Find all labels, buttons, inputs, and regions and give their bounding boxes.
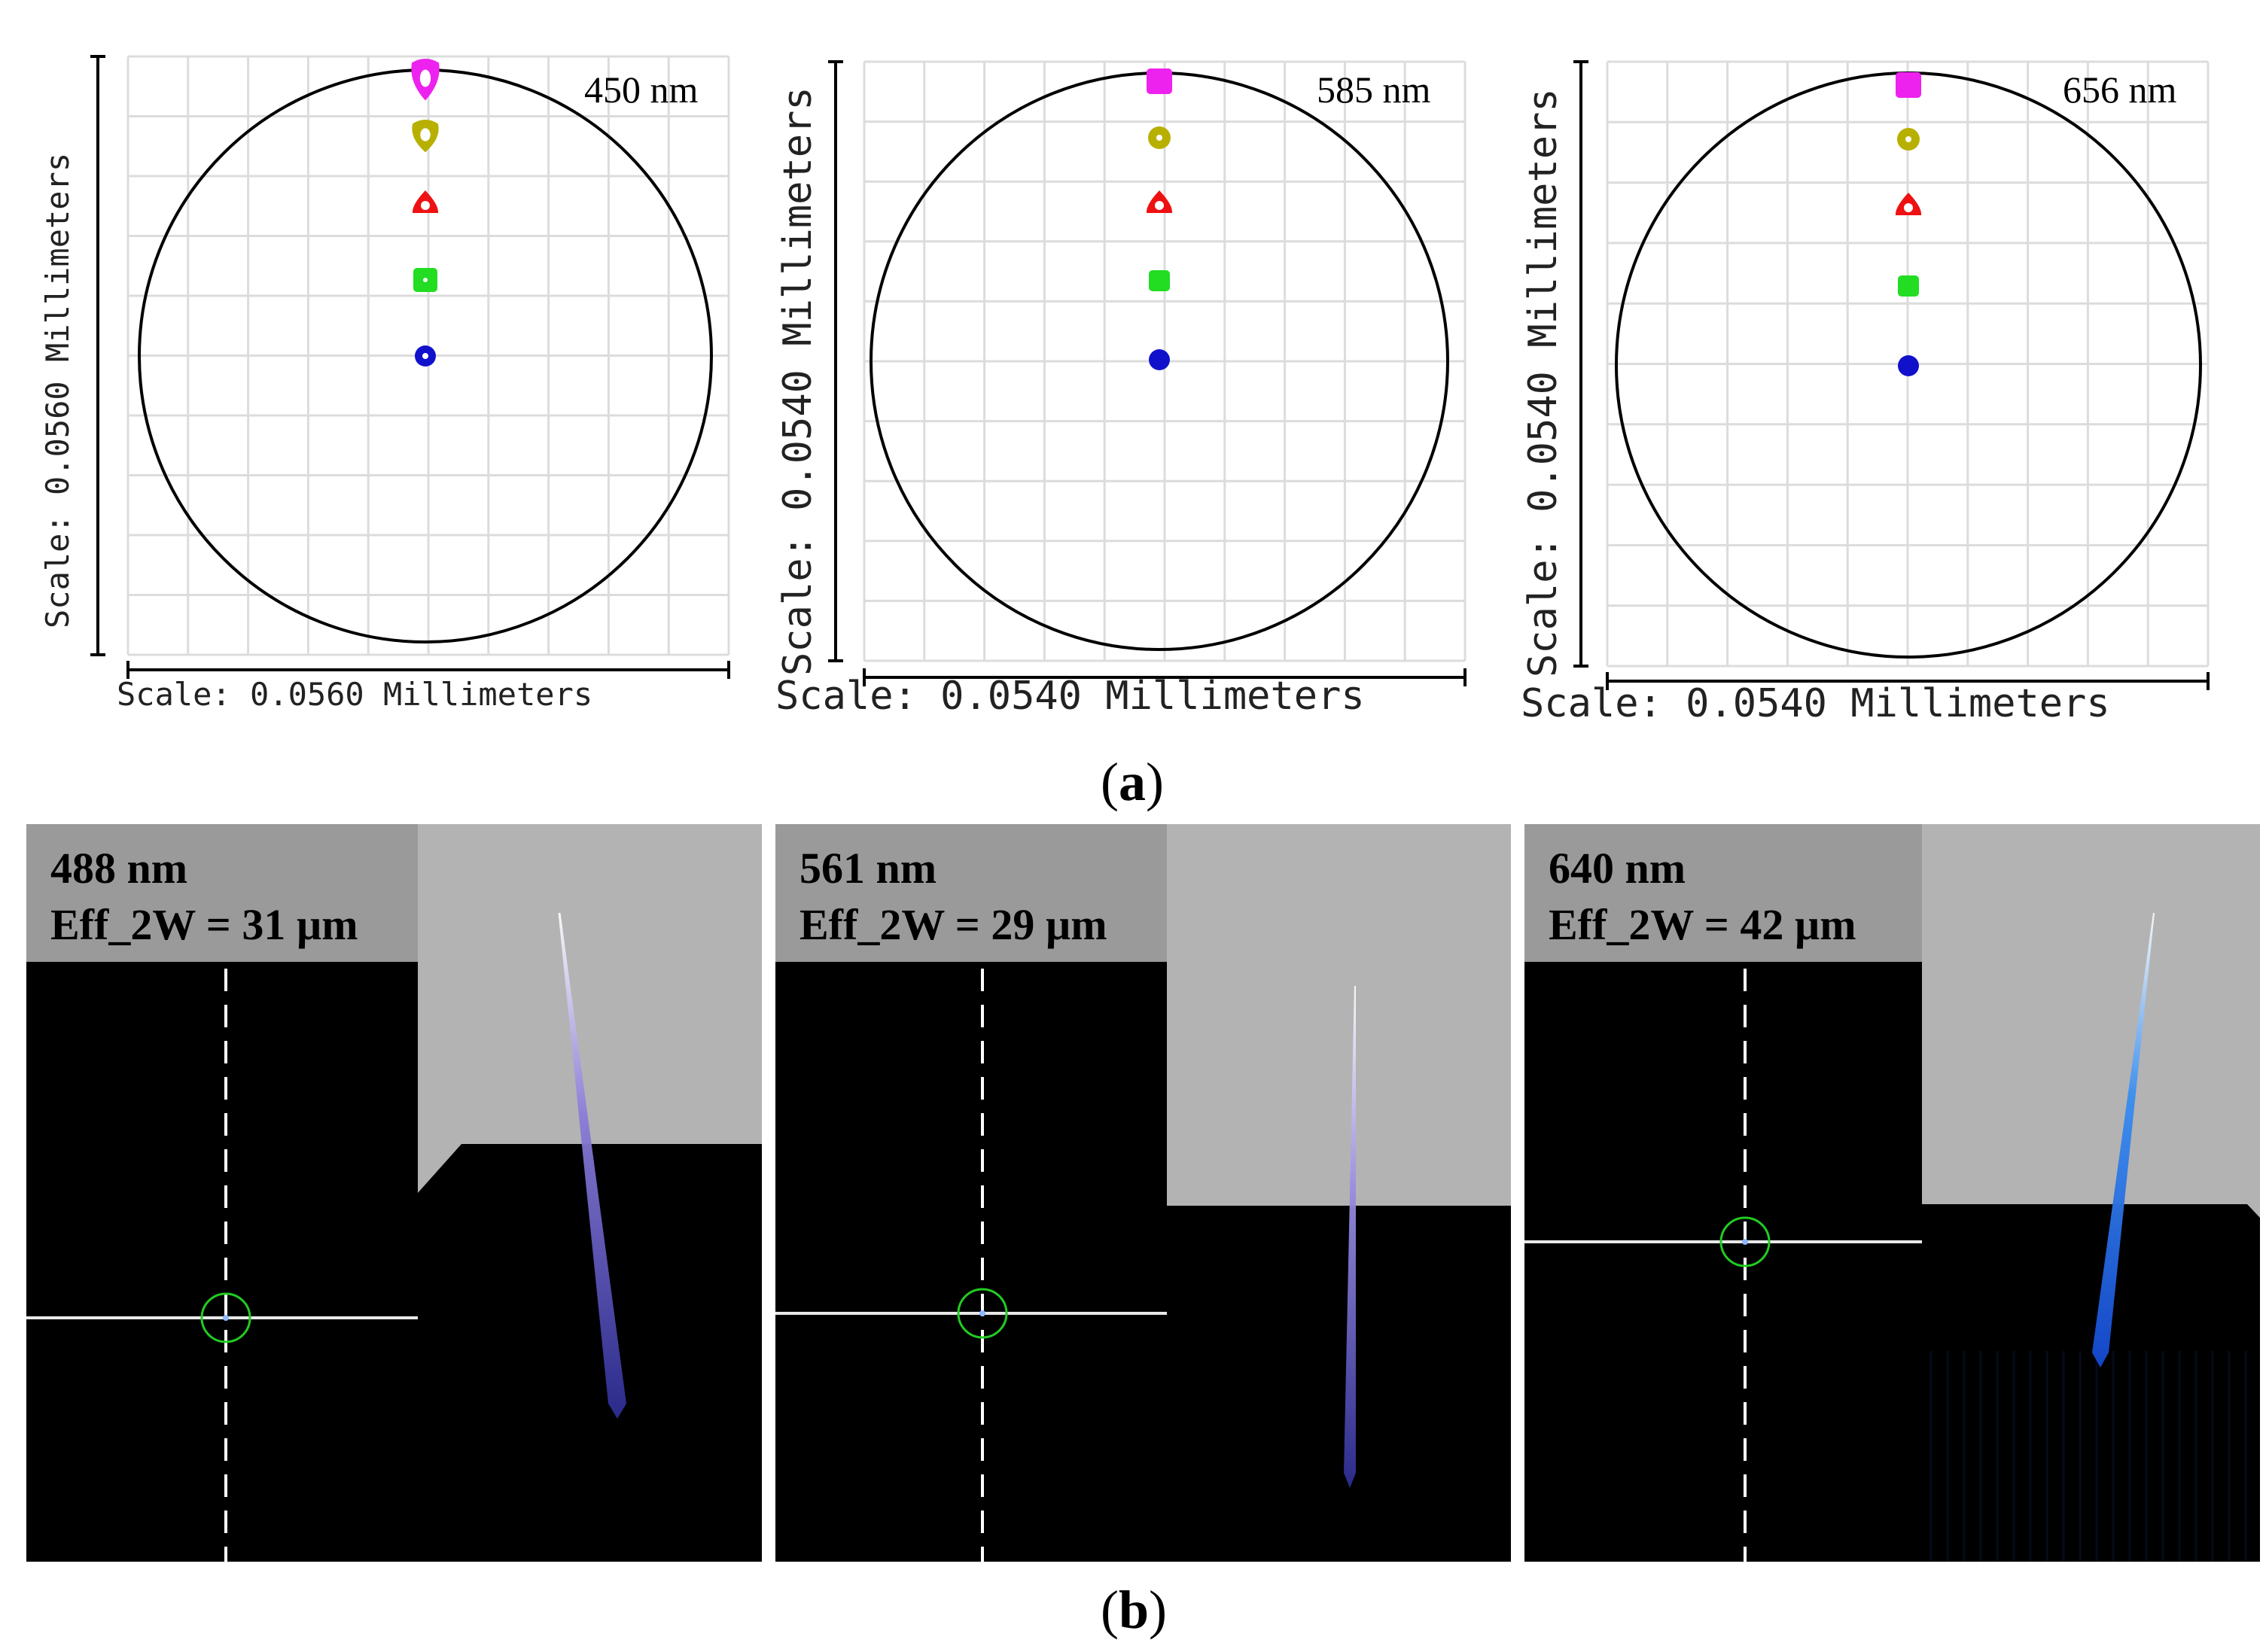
interference-pattern [1929, 1351, 2247, 1562]
info-box [1524, 824, 1922, 962]
beam-panel-488-svg [26, 824, 762, 1562]
spot-diagram-450-svg [90, 55, 730, 679]
spot-round [1148, 126, 1171, 149]
light-beam [558, 913, 626, 1419]
panel-label-a: (a) [1101, 752, 1164, 812]
panel-label-b: (b) [1101, 1580, 1168, 1640]
spot-square [1147, 68, 1172, 94]
spot-round [1149, 349, 1170, 370]
spot-diagram-450: 450 nm Scale: 0.0560 Millimeters Scale: … [0, 0, 753, 723]
spot-triangle [1895, 193, 1922, 215]
spot-round [1897, 128, 1920, 151]
x-scale-label: Scale: 0.0560 Millimeters [117, 676, 593, 713]
spot-center [421, 201, 430, 210]
spot-diagram-585: 585 nm Scale: 0.0540 Millimeters Scale: … [753, 0, 1506, 723]
x-axis [863, 668, 1467, 686]
x-scale-label: Scale: 0.0540 Millimeters [1521, 681, 2110, 726]
wavelength-text: 640 nm [1549, 844, 1686, 893]
eff-2w-text: Eff_2W = 42 µm [1549, 900, 1856, 949]
info-box [775, 824, 1167, 962]
spot-square [413, 268, 437, 292]
beam-panel-488: 488 nm Eff_2W = 31 µm [26, 824, 762, 1562]
grid [126, 55, 730, 656]
wavelength-label-450: 450 nm [584, 68, 699, 111]
info-box [26, 824, 418, 962]
wavelength-text: 488 nm [50, 844, 188, 893]
wavelength-label-656: 656 nm [2063, 68, 2177, 111]
spot-shape [1149, 349, 1170, 370]
spot-shape [1147, 68, 1172, 94]
y-axis [1573, 60, 1588, 668]
spot-center [419, 69, 431, 87]
spot-center [420, 128, 431, 141]
spot-shape [1898, 275, 1919, 297]
spot-center [1905, 136, 1911, 142]
light-beam [2092, 913, 2155, 1368]
focus-ring [200, 1292, 251, 1343]
spot-center [1904, 203, 1913, 212]
spot-center [1155, 201, 1164, 210]
y-scale-label: Scale: 0.0540 Millimeters [775, 87, 821, 676]
eff-2w-text: Eff_2W = 29 µm [799, 900, 1107, 949]
spot-round [1898, 355, 1919, 376]
spot-shape [1896, 72, 1921, 98]
x-axis [1606, 672, 2210, 690]
y-axis [828, 60, 843, 662]
spot-square [1896, 72, 1921, 98]
spot-square [1149, 270, 1170, 291]
spot-round [415, 345, 436, 367]
grid [863, 60, 1467, 662]
beam-panel-640: 640 nm Eff_2W = 42 µm [1524, 824, 2260, 1562]
gray-region [1167, 824, 1511, 1206]
focus-point [1742, 1239, 1748, 1245]
x-axis [126, 661, 730, 679]
beam-panel-561: 561 nm Eff_2W = 29 µm [775, 824, 1511, 1562]
spot-shape [1898, 355, 1919, 376]
gray-region [418, 824, 762, 1193]
eff-2w-text: Eff_2W = 31 µm [50, 900, 358, 949]
spot-diagram-656-svg [1573, 60, 2210, 690]
wavelength-label-585: 585 nm [1317, 68, 1431, 111]
spot-triangle [1146, 190, 1173, 213]
spot-center [1156, 135, 1162, 141]
spot-shape [1149, 270, 1170, 291]
spot-center [422, 353, 428, 359]
focus-ring [1719, 1216, 1771, 1267]
y-axis [90, 55, 105, 656]
focus-point [979, 1310, 985, 1316]
x-scale-label: Scale: 0.0540 Millimeters [775, 674, 1365, 719]
spot-triangle [412, 190, 439, 213]
spot-square [1898, 275, 1919, 297]
spot-diagram-656: 656 nm Scale: 0.0540 Millimeters Scale: … [1506, 0, 2266, 726]
beam-panel-640-svg [1524, 824, 2260, 1562]
wavelength-text: 561 nm [799, 844, 937, 893]
y-scale-label: Scale: 0.0560 Millimeters [39, 152, 76, 628]
focus-ring [957, 1288, 1008, 1339]
beam-panel-561-svg [775, 824, 1511, 1562]
spot-teardrop [411, 59, 440, 101]
spot-teardrop [412, 120, 439, 153]
spot-center [423, 278, 428, 282]
gray-region [1922, 824, 2260, 1218]
spot-diagram-585-svg [828, 60, 1467, 686]
light-beam [1344, 986, 1356, 1488]
y-scale-label: Scale: 0.0540 Millimeters [1521, 88, 1566, 677]
focus-point [223, 1315, 229, 1321]
